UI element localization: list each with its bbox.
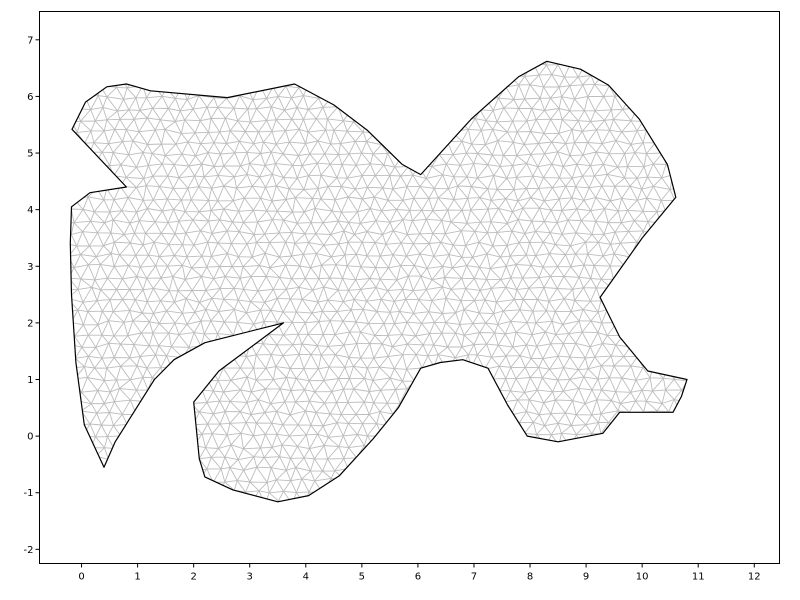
x-tick-label: 10 (636, 572, 649, 583)
y-tick-label: 3 (27, 262, 33, 273)
x-tick-label: 1 (134, 572, 140, 583)
y-tick-label: -1 (24, 488, 34, 499)
x-axis: 0 1 2 3 4 5 6 7 8 9 10 11 12 (78, 563, 761, 583)
x-tick-label: 12 (748, 572, 761, 583)
x-tick-label: 9 (583, 572, 589, 583)
x-tick-label: 5 (359, 572, 365, 583)
y-tick-label: 7 (27, 35, 33, 46)
x-tick-label: 7 (471, 572, 477, 583)
x-tick-label: 6 (415, 572, 421, 583)
x-tick-label: 3 (247, 572, 253, 583)
y-tick-label: 1 (27, 375, 33, 386)
x-tick-label: 11 (692, 572, 705, 583)
y-tick-label: 4 (27, 205, 33, 216)
plot-frame (39, 11, 780, 564)
x-tick-label: 8 (527, 572, 533, 583)
y-tick-label: 0 (27, 432, 33, 443)
y-axis: -2 -1 0 1 2 3 4 5 6 7 (24, 35, 40, 556)
x-tick-label: 0 (78, 572, 84, 583)
y-tick-label: 2 (27, 318, 33, 329)
x-tick-label: 4 (303, 572, 309, 583)
y-tick-label: -2 (24, 545, 34, 556)
y-tick-label: 6 (27, 92, 33, 103)
y-tick-label: 5 (27, 149, 33, 160)
domain-boundary (69, 60, 688, 503)
x-tick-label: 2 (190, 572, 196, 583)
